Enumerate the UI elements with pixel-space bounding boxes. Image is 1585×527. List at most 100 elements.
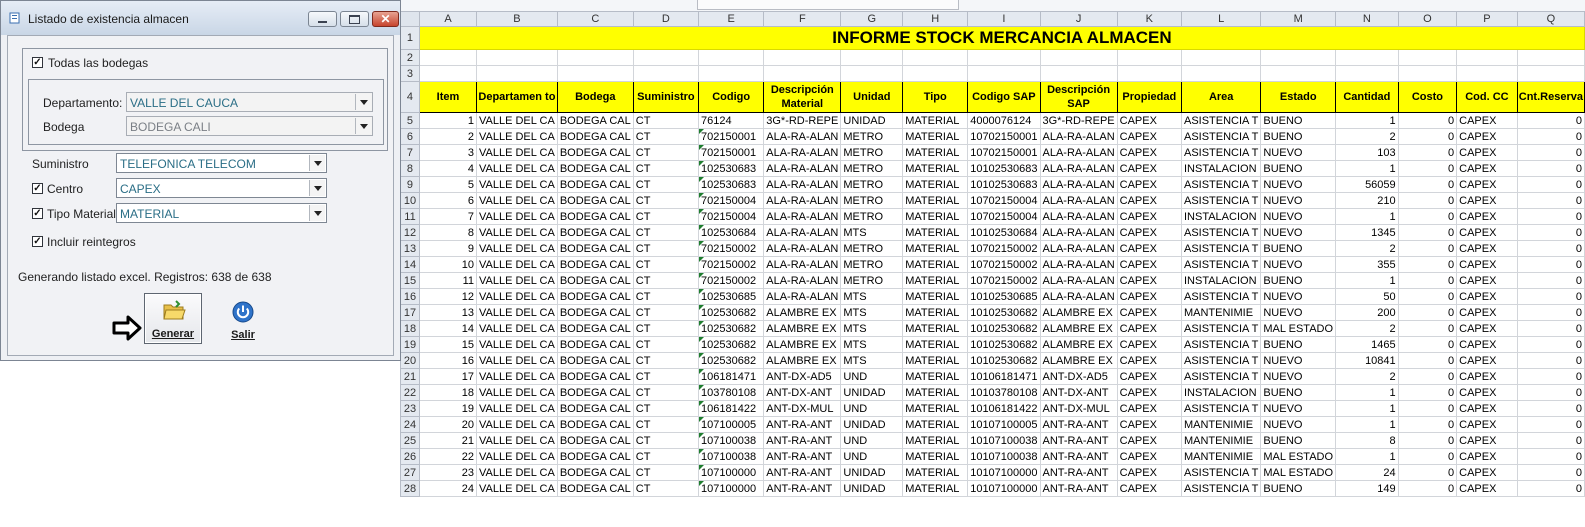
cell[interactable]: ALA-RA-ALAN — [1039, 256, 1118, 273]
cell[interactable]: 106181471 — [698, 368, 765, 385]
cell[interactable]: VALLE DEL CA — [476, 112, 558, 129]
report-title[interactable]: INFORME STOCK MERCANCIA ALMACEN — [418, 26, 1585, 50]
cell[interactable]: CT — [632, 480, 700, 497]
cell[interactable]: CT — [632, 128, 700, 145]
cell[interactable]: 10107100000 — [967, 464, 1041, 481]
column-header[interactable]: G — [840, 11, 904, 27]
cell[interactable]: VALLE DEL CA — [476, 304, 558, 321]
table-header[interactable]: Cod. CC — [1456, 81, 1518, 113]
cell[interactable]: CT — [632, 240, 700, 257]
cell[interactable]: ALA-RA-ALAN — [763, 256, 842, 273]
cell[interactable]: UND — [840, 448, 904, 465]
formula-bar[interactable] — [697, 0, 959, 10]
cell[interactable]: BODEGA CAL — [556, 400, 634, 417]
cell[interactable]: 10107100038 — [967, 448, 1041, 465]
cell[interactable]: MTS — [840, 352, 904, 369]
cell[interactable]: METRO — [840, 160, 904, 177]
cell[interactable]: ALA-RA-ALAN — [763, 144, 842, 161]
cell[interactable]: MATERIAL — [902, 112, 969, 129]
cell[interactable]: BODEGA CAL — [556, 368, 634, 385]
cell[interactable] — [967, 65, 1041, 82]
cell[interactable]: MATERIAL — [902, 320, 969, 337]
cell[interactable]: 103 — [1335, 144, 1399, 161]
cell[interactable]: UNIDAD — [840, 384, 904, 401]
cell[interactable]: 0 — [1397, 448, 1458, 465]
row-header[interactable]: 27 — [400, 464, 420, 481]
cell[interactable]: CAPEX — [1116, 192, 1182, 209]
cell[interactable] — [418, 65, 478, 82]
cell[interactable] — [1397, 49, 1458, 66]
cell[interactable]: 1 — [1335, 272, 1399, 289]
column-header[interactable]: H — [902, 11, 969, 27]
cell[interactable]: MATERIAL — [902, 160, 969, 177]
select-all-corner[interactable] — [400, 11, 420, 27]
cell[interactable]: 7 — [418, 208, 478, 225]
row-header[interactable]: 8 — [400, 160, 420, 177]
cell[interactable]: CT — [632, 432, 700, 449]
cell[interactable]: MATERIAL — [902, 128, 969, 145]
cell[interactable]: MTS — [840, 304, 904, 321]
row-header[interactable]: 2 — [400, 49, 420, 66]
cell[interactable]: ASISTENCIA T — [1180, 240, 1262, 257]
cell[interactable]: MATERIAL — [902, 240, 969, 257]
cell[interactable]: 2 — [1335, 368, 1399, 385]
salir-button[interactable]: Salir — [220, 295, 266, 345]
cell[interactable]: BODEGA CAL — [556, 432, 634, 449]
cell[interactable]: BODEGA CAL — [556, 176, 634, 193]
cell[interactable]: 0 — [1516, 128, 1585, 145]
cell[interactable]: 10102530682 — [967, 352, 1041, 369]
cell[interactable]: 10702150001 — [967, 128, 1041, 145]
cell[interactable]: 702150001 — [698, 128, 765, 145]
column-header[interactable]: I — [967, 11, 1041, 27]
table-header[interactable]: Codigo — [698, 81, 765, 113]
cell[interactable]: MATERIAL — [902, 368, 969, 385]
maximize-button[interactable] — [340, 11, 369, 27]
table-header[interactable]: Cantidad — [1335, 81, 1399, 113]
cell[interactable] — [1260, 65, 1337, 82]
cell[interactable]: 1 — [1335, 208, 1399, 225]
cell[interactable]: 0 — [1397, 288, 1458, 305]
cell[interactable]: CAPEX — [1456, 208, 1518, 225]
cell[interactable]: 0 — [1516, 112, 1585, 129]
cell[interactable]: 0 — [1397, 352, 1458, 369]
cell[interactable]: CAPEX — [1456, 464, 1518, 481]
cell[interactable]: VALLE DEL CA — [476, 368, 558, 385]
cell[interactable]: 1 — [418, 112, 478, 129]
cell[interactable]: 24 — [1335, 464, 1399, 481]
table-header[interactable]: Descripción SAP — [1039, 81, 1118, 113]
cell[interactable]: CAPEX — [1116, 416, 1182, 433]
column-header[interactable]: D — [632, 11, 700, 27]
cell[interactable]: CT — [632, 304, 700, 321]
cell[interactable]: CAPEX — [1116, 320, 1182, 337]
row-header[interactable]: 22 — [400, 384, 420, 401]
cell[interactable]: 21 — [418, 432, 478, 449]
cell[interactable]: 0 — [1397, 480, 1458, 497]
cell[interactable]: CAPEX — [1116, 144, 1182, 161]
cell[interactable]: 702150002 — [698, 256, 765, 273]
cell[interactable]: MATERIAL — [902, 192, 969, 209]
cell[interactable]: CT — [632, 208, 700, 225]
cell[interactable]: CT — [632, 368, 700, 385]
cell[interactable] — [556, 49, 634, 66]
cell[interactable] — [698, 49, 765, 66]
cell[interactable]: 702150002 — [698, 240, 765, 257]
cell[interactable]: VALLE DEL CA — [476, 128, 558, 145]
column-header[interactable]: J — [1039, 11, 1118, 27]
cell[interactable]: NUEVO — [1260, 304, 1337, 321]
cell[interactable]: 3 — [418, 144, 478, 161]
cell[interactable]: CAPEX — [1456, 272, 1518, 289]
cell[interactable]: INSTALACION — [1180, 384, 1262, 401]
cell[interactable]: VALLE DEL CA — [476, 480, 558, 497]
cell[interactable]: MATERIAL — [902, 272, 969, 289]
cell[interactable] — [1456, 49, 1518, 66]
cell[interactable] — [840, 65, 904, 82]
cell[interactable]: ALAMBRE EX — [1039, 304, 1118, 321]
cell[interactable]: VALLE DEL CA — [476, 272, 558, 289]
cell[interactable]: VALLE DEL CA — [476, 432, 558, 449]
cell[interactable]: MANTENIMIE — [1180, 432, 1262, 449]
table-header[interactable]: Unidad — [840, 81, 904, 113]
cell[interactable]: 11 — [418, 272, 478, 289]
cell[interactable]: 0 — [1516, 144, 1585, 161]
table-header[interactable]: Tipo — [902, 81, 969, 113]
table-header[interactable]: Costo — [1397, 81, 1458, 113]
